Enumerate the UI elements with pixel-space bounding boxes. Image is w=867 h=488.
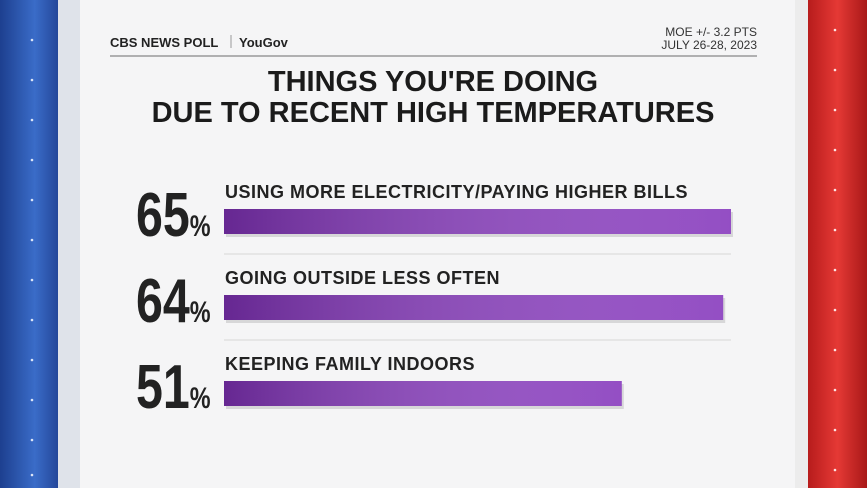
right-dots — [833, 28, 837, 472]
category-label: USING MORE ELECTRICITY/PAYING HIGHER BIL… — [225, 182, 688, 202]
plot: USING MORE ELECTRICITY/PAYING HIGHER BIL… — [136, 180, 733, 421]
left-edge — [58, 0, 80, 488]
right-stripe — [808, 0, 867, 488]
bar-shade — [224, 209, 731, 234]
value-label: 65% — [136, 180, 211, 249]
panel — [80, 0, 795, 488]
partner-logo: YouGov — [239, 35, 289, 50]
left-stripe — [0, 0, 58, 488]
right-edge — [795, 0, 808, 488]
value-label: 51% — [136, 352, 211, 421]
bar-shade — [224, 295, 724, 320]
chart-title: THINGS YOU'RE DOING — [268, 66, 598, 98]
category-label: KEEPING FAMILY INDOORS — [225, 354, 475, 374]
bar-shade — [224, 381, 622, 406]
value-label: 64% — [136, 266, 211, 335]
logo: CBS NEWS POLL — [110, 35, 218, 50]
chart-title: DUE TO RECENT HIGH TEMPERATURES — [152, 97, 715, 129]
poll-dates: JULY 26-28, 2023 — [661, 38, 757, 52]
left-dots — [30, 38, 34, 477]
category-label: GOING OUTSIDE LESS OFTEN — [225, 268, 500, 288]
moe: MOE +/- 3.2 PTS — [665, 25, 757, 39]
